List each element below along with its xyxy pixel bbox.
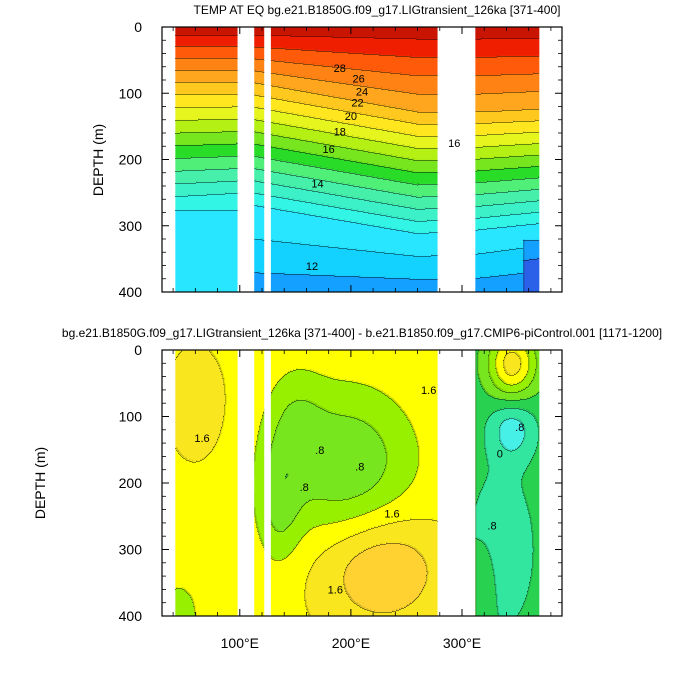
contour-label: 20: [345, 111, 357, 123]
difference-contour-labels: 1.6 1.6 .8 .8 .8 1.6 1.6 .8 0 .8: [194, 385, 524, 597]
y-tick-label: 400: [119, 284, 143, 300]
x-tick-label: 300°E: [443, 635, 481, 651]
panel2-axes: 0 100 200 300 400 100°E 200°E 300°E: [119, 342, 563, 651]
contour-label: .8: [300, 482, 309, 494]
temperature-field: [175, 27, 540, 292]
contour-label: .8: [355, 461, 364, 473]
land-mask: [437, 349, 476, 617]
land-mask: [237, 349, 255, 617]
contour-label: 16: [323, 144, 335, 156]
difference-panel: bg.e21.B1850G.f09_g17.LIGtransient_126ka…: [32, 326, 662, 651]
contour-label: 22: [351, 98, 363, 110]
y-tick-label: 0: [134, 19, 142, 35]
contour-label: 1.6: [328, 584, 343, 596]
y-tick-label: 400: [119, 608, 143, 624]
y-tick-label: 100: [119, 409, 143, 425]
p2-field-image: [175, 350, 540, 616]
temperature-panel: TEMP AT EQ bg.e21.B1850G.f09_g17.LIGtran…: [90, 3, 563, 300]
contour-label: 1.6: [194, 433, 209, 445]
y-tick-label: 200: [119, 152, 143, 168]
p1-field-image: [175, 27, 540, 292]
contour-label: 16: [448, 138, 460, 150]
contour-label: .8: [315, 445, 324, 457]
contour-label: 24: [356, 86, 368, 98]
x-tick-label: 100°E: [221, 635, 259, 651]
panel1-y-axis-label: DEPTH (m): [90, 124, 106, 196]
contour-label: .8: [515, 422, 524, 434]
contour-label: 1.6: [421, 385, 436, 397]
panel1-axes: 0 100 200 300 400: [119, 19, 563, 300]
panel1-title: TEMP AT EQ bg.e21.B1850G.f09_g17.LIGtran…: [194, 3, 561, 17]
contour-label: 1.6: [384, 509, 399, 521]
panel2-title: bg.e21.B1850G.f09_g17.LIGtransient_126ka…: [62, 326, 662, 340]
contour-label: 18: [334, 127, 346, 139]
y-tick-label: 100: [119, 85, 143, 101]
land-masks: [237, 349, 562, 617]
y-tick-label: 200: [119, 475, 143, 491]
contour-label: 14: [311, 178, 323, 190]
y-tick-label: 300: [119, 542, 143, 558]
contour-label: 28: [334, 63, 346, 75]
contour-label: 12: [306, 261, 318, 273]
contour-label: .8: [487, 521, 496, 533]
land-mask: [264, 26, 271, 293]
x-tick-label: 200°E: [332, 635, 370, 651]
y-tick-label: 0: [134, 342, 142, 358]
contour-label: 0: [497, 449, 503, 461]
contour-label: 26: [353, 74, 365, 86]
difference-field: [175, 350, 540, 616]
panel2-y-axis-label: DEPTH (m): [32, 447, 48, 519]
y-tick-label: 300: [119, 218, 143, 234]
land-mask: [437, 26, 476, 293]
land-mask: [237, 26, 255, 293]
land-mask: [264, 349, 271, 617]
